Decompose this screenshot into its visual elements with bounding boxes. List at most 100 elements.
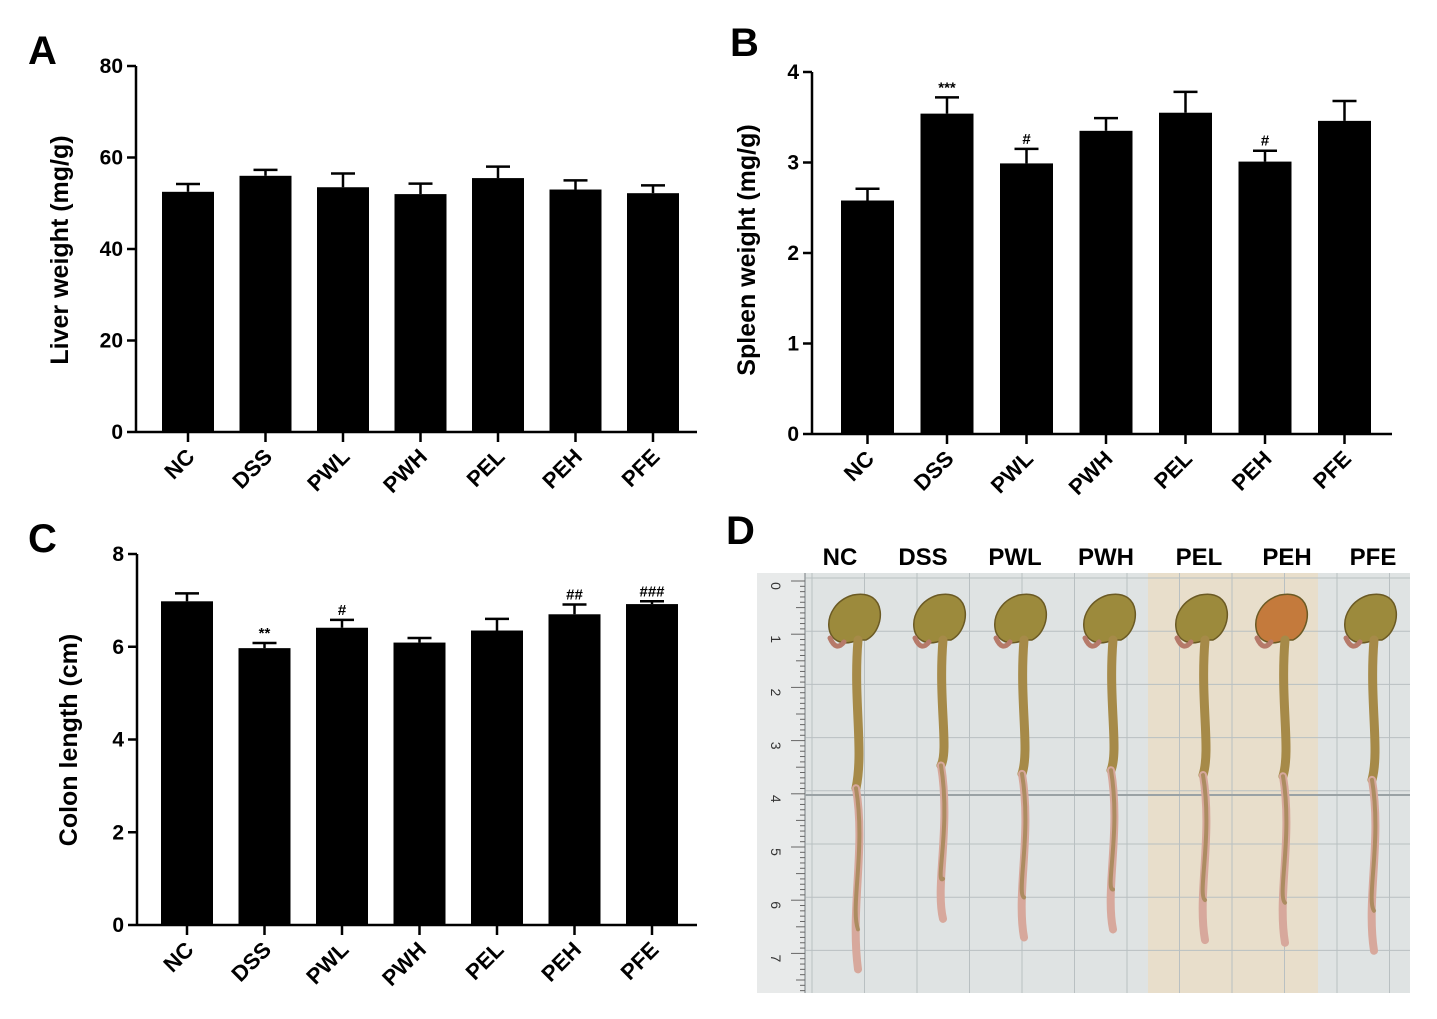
- x-tick-label-b: PWL: [986, 446, 1038, 498]
- bars-a: [162, 165, 679, 433]
- bar-b-pwh: [1079, 130, 1133, 434]
- bar-b-peh: [1238, 161, 1292, 434]
- ruler-number: 1: [768, 635, 784, 643]
- colon-appendix: [912, 635, 932, 649]
- panel-letter-a: A: [28, 29, 57, 73]
- ruler-number: 2: [768, 689, 784, 697]
- colon-photo: 0 1 2 3 4 5 6 7: [757, 573, 1410, 993]
- colon-cecum: [828, 593, 882, 644]
- y-tick-label-c: 0: [112, 914, 124, 937]
- significance-label-b: ***: [938, 79, 956, 96]
- x-tick-label-b: PWH: [1064, 446, 1118, 500]
- bar-a-dss: [239, 175, 292, 433]
- x-tick-label-a: PEH: [537, 444, 587, 494]
- x-tick-label-c: PWL: [301, 937, 353, 989]
- x-tick-label-b: PEH: [1227, 446, 1277, 496]
- panel-letter-c: C: [28, 517, 57, 561]
- x-tick-label-a: PFE: [617, 444, 665, 492]
- x-tick-label-a: NC: [159, 444, 199, 484]
- bar-b-dss: [920, 113, 974, 434]
- ruler-number: 4: [768, 795, 784, 803]
- x-tick-label-c: DSS: [226, 937, 276, 987]
- x-tick-label-a: DSS: [227, 444, 277, 494]
- colon-proximal: [1017, 635, 1030, 779]
- x-tick-label-c: PEH: [536, 937, 586, 987]
- panel-letter-d: D: [726, 509, 755, 553]
- colon-appendix: [827, 635, 847, 649]
- colon-content: [1280, 774, 1289, 905]
- photo-tinted-region: [1148, 573, 1318, 993]
- y-axis-title-a: Liver weight (mg/g): [46, 135, 74, 364]
- colon-proximal: [1198, 635, 1211, 780]
- ruler-number: 7: [768, 955, 784, 963]
- y-tick-label-a: 0: [111, 421, 123, 444]
- significance-label-c: ##: [566, 587, 583, 604]
- bar-b-pel: [1159, 112, 1212, 434]
- x-tick-label-c: PWH: [377, 937, 431, 991]
- y-tick-label-b: 0: [787, 423, 799, 446]
- photo-label-pel: PEL: [1176, 544, 1223, 571]
- x-tick-label-a: PWH: [378, 444, 432, 498]
- x-tick-label-a: PEL: [462, 444, 510, 492]
- y-tick-label-b: 2: [787, 242, 799, 265]
- ruler: [757, 573, 805, 993]
- y-tick-label-c: 6: [112, 636, 124, 659]
- y-axis-title-c: Colon length (cm): [55, 634, 83, 846]
- significance-label-b: #: [1261, 133, 1270, 150]
- bar-c-pel: [471, 630, 523, 925]
- ruler-number: 0: [768, 582, 784, 590]
- y-tick-label-c: 2: [112, 821, 124, 844]
- bar-c-pwh: [393, 642, 446, 925]
- bar-a-pwl: [317, 187, 369, 432]
- colon-content: [1200, 773, 1209, 903]
- colon-cecum: [1255, 593, 1309, 644]
- colon-content: [853, 786, 862, 932]
- x-tick-label-b: PEL: [1149, 446, 1197, 494]
- bar-a-pwh: [394, 194, 447, 432]
- y-tick-label-c: 8: [112, 543, 124, 566]
- colon-appendix: [1174, 635, 1194, 649]
- x-tick-label-b: DSS: [909, 446, 959, 496]
- colon-appendix: [1254, 635, 1274, 649]
- photo-label-pwl: PWL: [988, 544, 1041, 571]
- bar-b-pwl: [1000, 163, 1053, 434]
- photo-label-dss: DSS: [898, 544, 947, 571]
- bar-c-pfe: [626, 604, 678, 925]
- panel-b-chart: B Spleen weight (mg/g) 0 1 2 3 4 NC DSS PWL PWH P…: [730, 21, 1392, 500]
- y-tick-label-a: 60: [100, 147, 123, 170]
- x-tick-label-b: NC: [839, 446, 879, 486]
- colon-content: [1108, 768, 1117, 892]
- x-tick-label-c: PEL: [461, 937, 509, 985]
- bars-b: *** # #: [841, 79, 1371, 435]
- colon-cecum: [1344, 593, 1398, 644]
- bar-c-dss: [238, 648, 291, 925]
- ruler-number: 3: [768, 742, 784, 750]
- panel-a-chart: A Liver weight (mg/g) 0 20 40 60 80 NC DSS PWL P…: [28, 29, 697, 498]
- bar-b-pfe: [1318, 120, 1371, 435]
- bar-a-peh: [549, 189, 602, 432]
- y-tick-label-b: 3: [787, 152, 799, 175]
- y-tick-label-a: 20: [100, 330, 123, 353]
- ruler-number: 5: [768, 848, 784, 856]
- colon-content: [1019, 771, 1028, 900]
- panel-d-photo: D NC DSS PWL PWH PEL PEH PFE 0 1 2 3 4 5 6 7: [726, 509, 1410, 993]
- y-axis-title-b: Spleen weight (mg/g): [733, 124, 761, 375]
- bar-c-peh: [548, 614, 601, 925]
- colon-appendix: [993, 635, 1013, 649]
- significance-label-c: #: [338, 602, 347, 619]
- x-tick-label-b: PFE: [1308, 446, 1356, 494]
- colon-content: [1369, 777, 1378, 913]
- y-tick-label-a: 80: [100, 55, 123, 78]
- photo-label-nc: NC: [823, 544, 858, 571]
- colon-proximal: [1367, 635, 1380, 785]
- bars-c: **### ###: [161, 583, 678, 925]
- y-tick-label-b: 4: [787, 61, 799, 84]
- x-tick-label-c: NC: [158, 937, 198, 977]
- photo-label-pfe: PFE: [1350, 544, 1397, 571]
- photo-label-peh: PEH: [1262, 544, 1311, 571]
- photo-group-labels: NC DSS PWL PWH PEL PEH PFE: [823, 544, 1397, 571]
- y-tick-label-c: 4: [112, 729, 124, 752]
- colon-proximal: [1278, 635, 1291, 781]
- significance-label-c: ###: [639, 583, 665, 600]
- bar-a-pfe: [627, 193, 679, 432]
